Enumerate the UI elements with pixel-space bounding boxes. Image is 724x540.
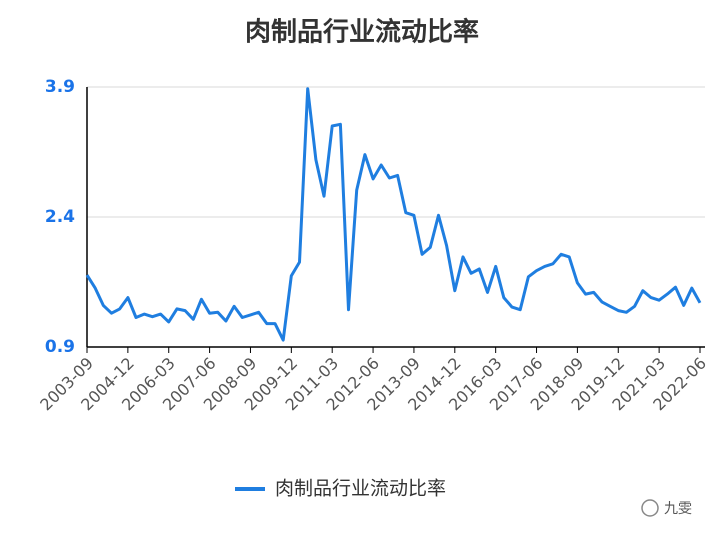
legend-label: 肉制品行业流动比率: [275, 478, 446, 500]
y-tick-label: 2.4: [45, 207, 75, 227]
chart-title: 肉制品行业流动比率: [245, 17, 479, 48]
y-tick-label: 0.9: [45, 337, 75, 357]
y-tick-label: 3.9: [45, 77, 75, 97]
watermark-text: 九雯: [664, 501, 692, 517]
watermark: 九雯: [641, 499, 692, 517]
watermark-icon: [641, 499, 659, 517]
series-line: [85, 87, 702, 342]
